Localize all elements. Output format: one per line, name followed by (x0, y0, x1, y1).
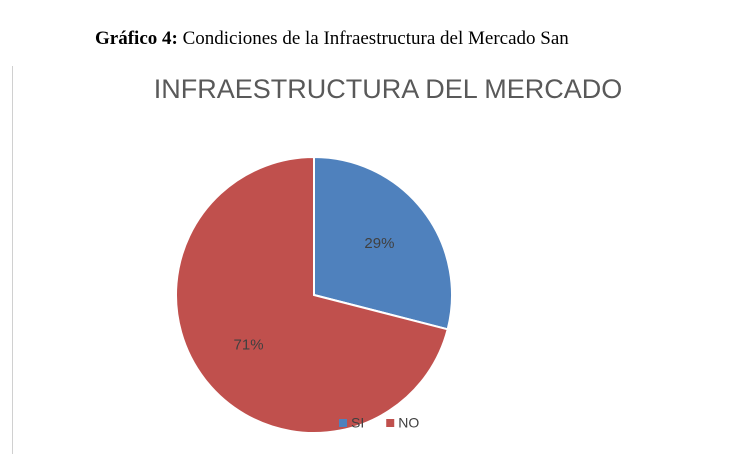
pie-slice (175, 155, 449, 434)
legend-label: NO (398, 415, 419, 431)
caption: Gráfico 4: Condiciones de la Infraestruc… (95, 28, 569, 50)
caption-text: Condiciones de la Infraestructura del Me… (182, 28, 569, 49)
pie-slice (313, 155, 453, 331)
legend-label: SI (351, 415, 364, 431)
data-label: 29% (364, 235, 394, 252)
chart-title: INFRAESTRUCTURA DEL MERCADO (154, 74, 623, 104)
data-label: 71% (234, 337, 264, 354)
caption-label: Gráfico 4: (95, 28, 178, 49)
legend-swatch (386, 419, 395, 427)
legend-swatch (339, 419, 347, 427)
